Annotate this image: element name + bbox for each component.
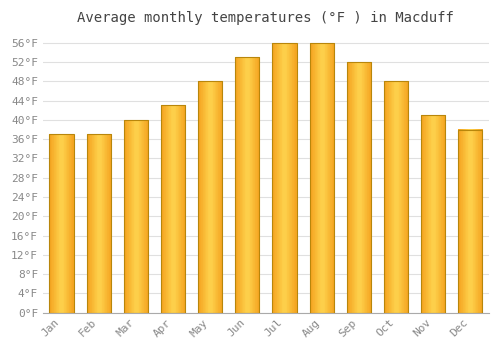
Bar — [421, 115, 445, 313]
Bar — [347, 62, 371, 313]
Bar — [236, 57, 260, 313]
Bar — [50, 134, 74, 313]
Bar — [458, 130, 482, 313]
Bar — [86, 134, 111, 313]
Bar — [384, 82, 408, 313]
Title: Average monthly temperatures (°F ) in Macduff: Average monthly temperatures (°F ) in Ma… — [78, 11, 454, 25]
Bar — [161, 105, 185, 313]
Bar — [124, 120, 148, 313]
Bar — [310, 43, 334, 313]
Bar — [272, 43, 296, 313]
Bar — [198, 82, 222, 313]
